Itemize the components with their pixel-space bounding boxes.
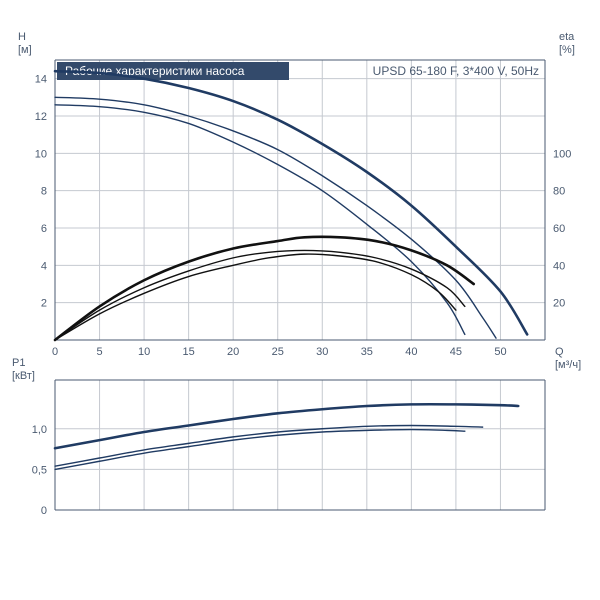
- svg-text:4: 4: [41, 260, 47, 272]
- svg-text:eta: eta: [559, 31, 575, 43]
- svg-text:60: 60: [553, 223, 565, 235]
- pump-chart-container: 0 5 10 15 20 25 30 35 40 45 50 Q[м³/ч] 2 4 6 8 10 12 14 H[м…: [0, 0, 600, 600]
- svg-text:14: 14: [35, 74, 47, 86]
- svg-text:1,0: 1,0: [32, 424, 47, 436]
- svg-text:0,5: 0,5: [32, 464, 47, 476]
- svg-text:P1: P1: [12, 357, 25, 369]
- svg-text:5: 5: [96, 346, 102, 358]
- svg-text:[кВт]: [кВт]: [12, 370, 35, 382]
- svg-text:10: 10: [35, 148, 47, 160]
- svg-text:0: 0: [52, 346, 58, 358]
- svg-text:[м]: [м]: [18, 44, 32, 56]
- chart-title: Рабочие характеристики насоса: [65, 64, 245, 78]
- svg-text:45: 45: [450, 346, 462, 358]
- svg-text:30: 30: [316, 346, 328, 358]
- chart-svg: 0 5 10 15 20 25 30 35 40 45 50 Q[м³/ч] 2 4 6 8 10 12 14 H[м…: [0, 0, 600, 600]
- svg-text:35: 35: [361, 346, 373, 358]
- svg-text:10: 10: [138, 346, 150, 358]
- svg-text:25: 25: [272, 346, 284, 358]
- svg-text:40: 40: [405, 346, 417, 358]
- svg-text:2: 2: [41, 298, 47, 310]
- svg-text:80: 80: [553, 186, 565, 198]
- svg-text:0: 0: [41, 505, 47, 517]
- svg-text:20: 20: [227, 346, 239, 358]
- svg-text:50: 50: [494, 346, 506, 358]
- svg-text:40: 40: [553, 260, 565, 272]
- svg-text:12: 12: [35, 111, 47, 123]
- svg-text:H: H: [18, 31, 26, 43]
- svg-text:Q: Q: [555, 346, 564, 358]
- svg-text:15: 15: [183, 346, 195, 358]
- svg-text:[м³/ч]: [м³/ч]: [555, 359, 581, 371]
- svg-text:8: 8: [41, 186, 47, 198]
- model-label: UPSD 65-180 F, 3*400 V, 50Hz: [373, 64, 539, 78]
- svg-text:100: 100: [553, 148, 571, 160]
- svg-text:20: 20: [553, 298, 565, 310]
- svg-text:[%]: [%]: [559, 44, 575, 56]
- svg-text:6: 6: [41, 223, 47, 235]
